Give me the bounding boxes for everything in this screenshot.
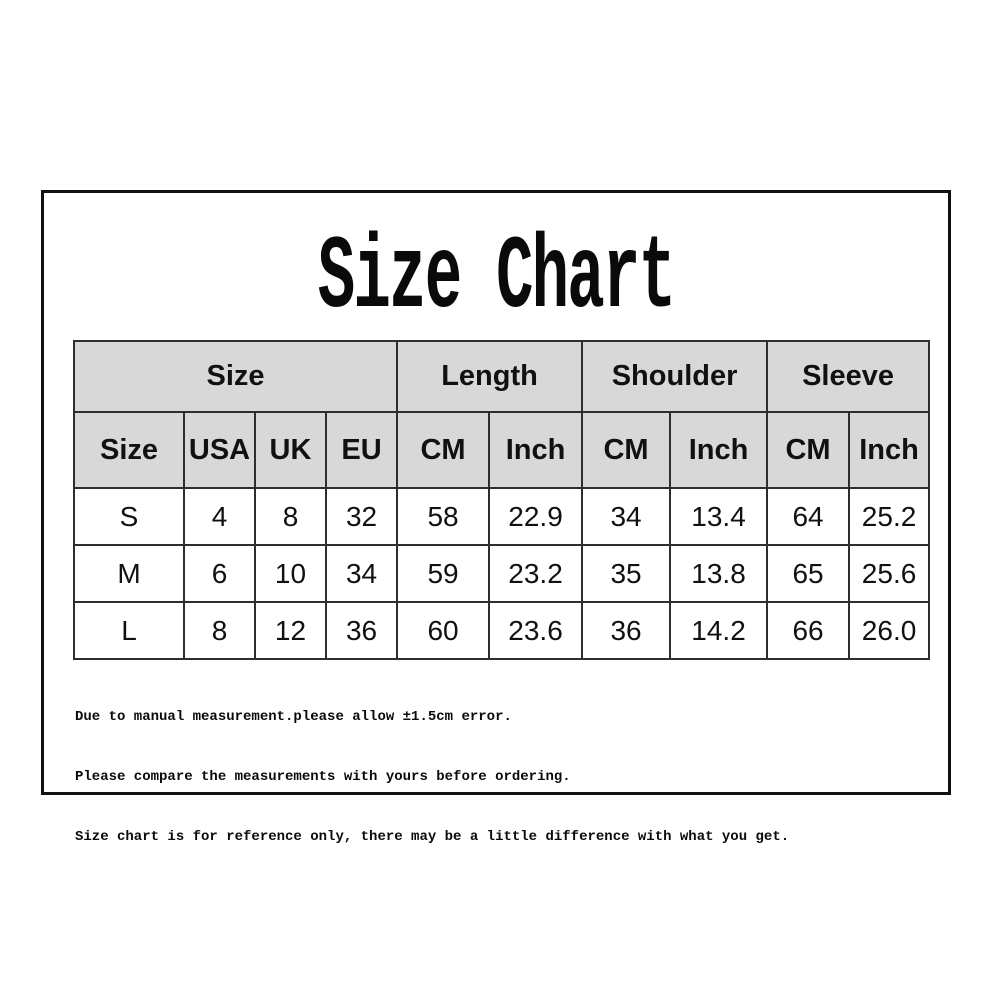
page-title: Size Chart — [317, 220, 676, 338]
cell-value: 36 — [581, 601, 672, 660]
cell-value: 23.2 — [488, 544, 584, 603]
cell-value: 8 — [183, 601, 256, 660]
cell-size-label: L — [73, 601, 185, 660]
col-header-size: Size — [73, 411, 185, 489]
group-header-sleeve: Sleeve — [766, 340, 931, 413]
col-header-eu: EU — [324, 411, 399, 489]
cell-value: 58 — [396, 487, 491, 546]
cell-value: 25.2 — [848, 487, 931, 546]
cell-value: 10 — [254, 544, 327, 603]
cell-value: 66 — [766, 601, 851, 660]
col-header-length-cm: CM — [396, 411, 491, 489]
note-line: Size chart is for reference only, there … — [75, 829, 790, 845]
cell-value: 65 — [766, 544, 851, 603]
cell-value: 8 — [254, 487, 327, 546]
table-group-header-row: Size Length Shoulder Sleeve — [72, 340, 931, 413]
cell-value: 60 — [396, 601, 491, 660]
cell-size-label: M — [73, 544, 185, 603]
cell-value: 34 — [324, 544, 399, 603]
cell-value: 34 — [581, 487, 672, 546]
col-header-shoulder-inch: Inch — [669, 411, 769, 489]
cell-value: 13.4 — [669, 487, 769, 546]
col-header-uk: UK — [254, 411, 327, 489]
size-table: Size Length Shoulder Sleeve Size USA UK … — [72, 340, 931, 660]
table-subheader-row: Size USA UK EU CM Inch CM Inch CM Inch — [73, 411, 931, 489]
cell-value: 32 — [324, 487, 399, 546]
cell-value: 36 — [324, 601, 399, 660]
cell-value: 6 — [183, 544, 256, 603]
col-header-sleeve-cm: CM — [766, 411, 851, 489]
cell-value: 4 — [183, 487, 256, 546]
measurement-notes: Due to manual measurement.please allow ±… — [75, 667, 789, 887]
cell-size-label: S — [73, 487, 185, 546]
note-line: Please compare the measurements with you… — [75, 769, 571, 785]
table-row-l: L 8 12 36 60 23.6 36 14.2 66 26.0 — [73, 601, 931, 660]
group-header-length: Length — [396, 340, 584, 413]
cell-value: 64 — [766, 487, 851, 546]
cell-value: 13.8 — [669, 544, 769, 603]
cell-value: 12 — [254, 601, 327, 660]
cell-value: 23.6 — [488, 601, 584, 660]
size-chart-card: Size Chart Size Length Shoulder Sleeve S… — [41, 190, 951, 845]
table-row-m: M 6 10 34 59 23.2 35 13.8 65 25.6 — [73, 544, 931, 603]
group-header-shoulder: Shoulder — [581, 340, 769, 413]
cell-value: 26.0 — [848, 601, 931, 660]
group-header-size: Size — [72, 340, 399, 413]
cell-value: 35 — [581, 544, 672, 603]
col-header-length-inch: Inch — [488, 411, 584, 489]
col-header-shoulder-cm: CM — [581, 411, 672, 489]
table-row-s: S 4 8 32 58 22.9 34 13.4 64 25.2 — [73, 487, 931, 546]
cell-value: 14.2 — [669, 601, 769, 660]
cell-value: 25.6 — [848, 544, 931, 603]
cell-value: 59 — [396, 544, 491, 603]
col-header-usa: USA — [183, 411, 256, 489]
col-header-sleeve-inch: Inch — [848, 411, 931, 489]
note-line: Due to manual measurement.please allow ±… — [75, 709, 512, 725]
cell-value: 22.9 — [488, 487, 584, 546]
